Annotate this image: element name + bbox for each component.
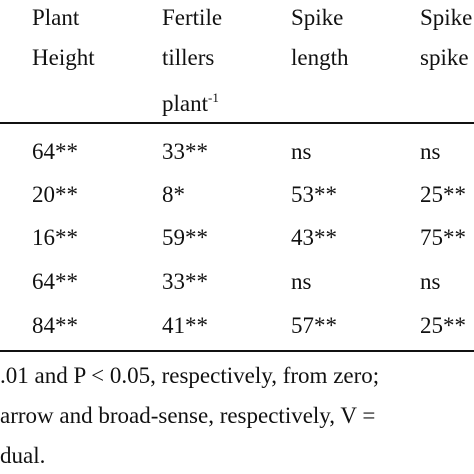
cell: 20**: [32, 182, 78, 207]
cell: ns: [291, 139, 312, 164]
cell: 43**: [291, 225, 337, 250]
footnote: dual.: [0, 443, 46, 468]
header-text: length: [291, 45, 349, 70]
cell: 84**: [32, 313, 78, 338]
cell: 57**: [291, 313, 337, 338]
footnote: arrow and broad-sense, respectively, V =: [0, 403, 376, 428]
header-text: plant-1: [162, 90, 219, 116]
header-text: Plant: [32, 5, 80, 30]
cell: 16**: [32, 225, 78, 250]
cell: ns: [420, 269, 441, 294]
cell: ns: [420, 139, 441, 164]
cell: 41**: [162, 313, 208, 338]
cell: 53**: [291, 182, 337, 207]
cell: 75**: [420, 225, 466, 250]
bottom-rule: [0, 350, 474, 352]
header-text: Height: [32, 45, 95, 70]
header-text: Spike: [420, 5, 473, 30]
header-text: Spike: [291, 5, 344, 30]
cell: ns: [291, 269, 312, 294]
header-text: spike: [420, 45, 469, 70]
cell: 64**: [32, 139, 78, 164]
cell: 59**: [162, 225, 208, 250]
cell: 33**: [162, 139, 208, 164]
header-text: tillers: [162, 45, 215, 70]
cell: 8*: [162, 182, 185, 207]
cell: 25**: [420, 182, 466, 207]
cell: 64**: [32, 269, 78, 294]
footnote: .01 and P < 0.05, respectively, from zer…: [0, 363, 380, 388]
header-rule: [0, 122, 474, 124]
cell: 33**: [162, 269, 208, 294]
header-text: Fertile: [162, 5, 223, 30]
superscript: -1: [208, 90, 219, 105]
cell: 25**: [420, 313, 466, 338]
